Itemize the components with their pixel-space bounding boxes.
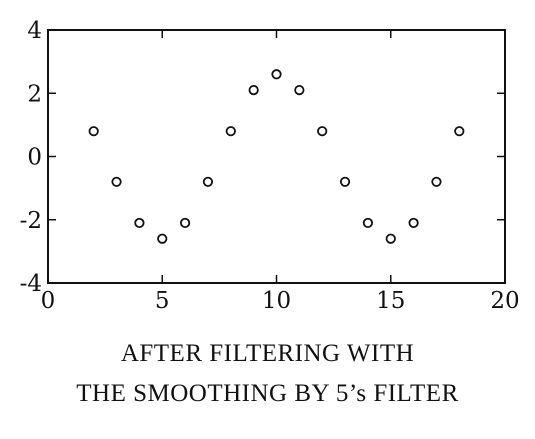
- y-tick-label-2: 2: [27, 81, 42, 107]
- y-tick-label-4: 4: [27, 18, 42, 44]
- x-tick-label-20: 20: [490, 288, 519, 314]
- x-tick-label-0: 0: [41, 288, 56, 314]
- caption-line-2: THE SMOOTHING BY 5’s FILTER: [76, 380, 459, 407]
- data-point-0-5: [202, 176, 214, 187]
- data-point-0-16: [454, 126, 465, 137]
- data-point-0-7: [248, 84, 259, 96]
- data-point-0-15: [431, 176, 442, 187]
- caption-line-1: AFTER FILTERING WITH: [120, 340, 415, 367]
- data-point-0-4: [180, 217, 191, 229]
- tick-labels: 0 5 10 15 20 -4 -2 0 2 4: [20, 18, 520, 314]
- data-points: [88, 69, 465, 244]
- data-point-0-2: [134, 217, 145, 229]
- data-point-0-10: [317, 126, 328, 137]
- data-point-0-12: [362, 217, 373, 229]
- data-point-0-11: [339, 176, 351, 187]
- data-point-0-6: [225, 126, 236, 137]
- y-tick-label--4: -4: [20, 271, 42, 297]
- scatter-chart: 0 5 10 15 20 -4 -2 0 2 4: [20, 18, 520, 314]
- x-tick-label-10: 10: [262, 288, 291, 314]
- data-point-0-9: [294, 84, 305, 96]
- data-point-0-14: [408, 217, 419, 229]
- data-point-0-13: [385, 233, 396, 244]
- x-tick-label-5: 5: [155, 288, 170, 314]
- x-tick-label-15: 15: [376, 288, 405, 314]
- ticks: [47, 29, 506, 284]
- plot-frame: [47, 29, 506, 284]
- data-point-0-0: [88, 126, 99, 137]
- axes: [47, 29, 506, 284]
- y-tick-label-0: 0: [27, 145, 42, 171]
- data-point-0-3: [157, 233, 168, 244]
- data-point-0-1: [111, 176, 122, 187]
- y-tick-label--2: -2: [20, 208, 42, 234]
- data-point-0-8: [271, 69, 282, 80]
